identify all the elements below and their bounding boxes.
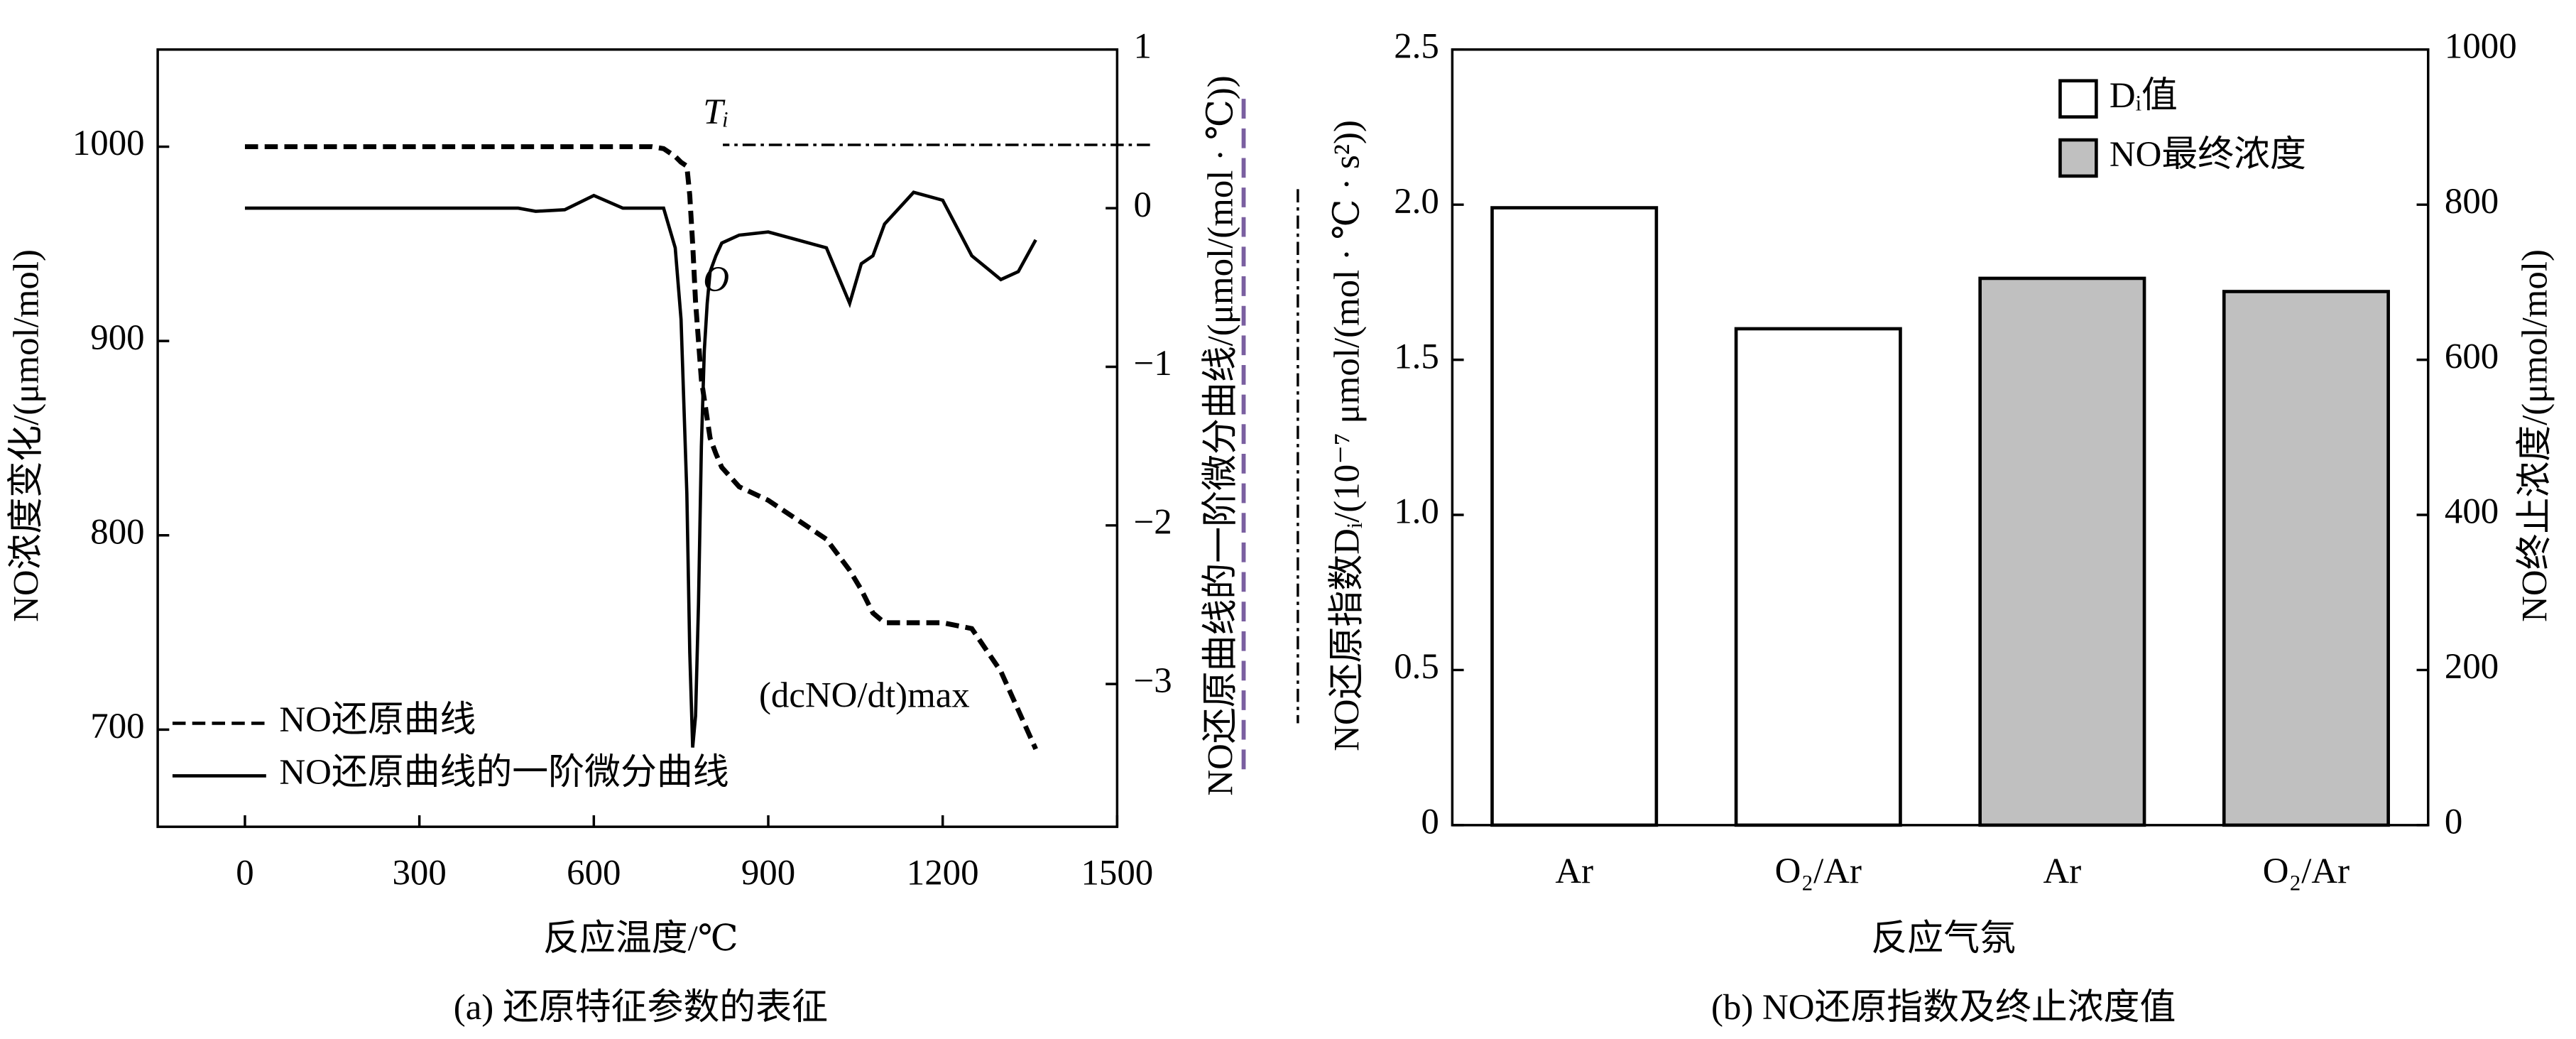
x-tick-label: 900: [741, 853, 795, 893]
y2-axis-label: NO还原曲线的一阶微分曲线/(μmol/(mol · ℃)): [1201, 75, 1240, 795]
x-tick-label: O₂/Ar: [2263, 852, 2349, 891]
legend-swatch: [2058, 138, 2098, 178]
y2-tick-label: 400: [2445, 492, 2499, 532]
y2-axis-label: NO终止浓度/(μmol/mol): [2515, 249, 2555, 622]
y2-tick-label: 0: [2445, 803, 2462, 842]
y-tick-label: 2.5: [1394, 26, 1439, 66]
y2-tick-label: 200: [2445, 647, 2499, 687]
y-axis-label: NO浓度变化/(μmol/mol): [6, 249, 46, 622]
legend-label: NO还原曲线: [279, 700, 476, 740]
legend-label: NO最终浓度: [2110, 135, 2306, 175]
x-tick-label: 300: [392, 853, 446, 893]
y2-tick-label: −2: [1134, 502, 1172, 542]
y-tick-label: 0: [1421, 803, 1439, 842]
x-tick-label: 0: [236, 853, 253, 893]
y2-tick-label: 1000: [2445, 26, 2517, 66]
legend-label: NO还原曲线的一阶微分曲线: [279, 753, 728, 793]
data-line: [244, 144, 1038, 751]
legend-swatch: [2058, 79, 2098, 119]
y2-tick-label: 0: [1134, 185, 1152, 225]
y2-tick-label: −3: [1134, 661, 1172, 701]
x-tick-label: 600: [567, 853, 621, 893]
plot-frame: [156, 48, 1119, 828]
y-tick-label: 0.5: [1394, 647, 1439, 687]
y2-tick-label: −1: [1134, 344, 1172, 383]
x-tick-label: 1500: [1081, 853, 1153, 893]
annotation: (dcNO/dt)max: [759, 675, 970, 715]
y-tick-label: 700: [90, 707, 144, 746]
plot-frame: [1451, 48, 2430, 827]
data-line: [244, 190, 1037, 748]
y2-tick-label: 800: [2445, 182, 2499, 222]
x-axis-label: 反应气氛: [1871, 919, 2016, 959]
caption: (a) 还原特征参数的表征: [454, 988, 828, 1028]
y-axis-label: NO还原指数Dᵢ/(10⁻⁷ μmol/(mol · ℃ · s²)): [1328, 120, 1368, 751]
x-axis-label: 反应温度/℃: [543, 919, 738, 959]
bar: [1978, 276, 2146, 827]
y-tick-label: 800: [90, 512, 144, 552]
y-tick-label: 900: [90, 318, 144, 358]
bar: [2222, 290, 2390, 827]
x-tick-label: 1200: [907, 853, 979, 893]
y-tick-label: 1.0: [1394, 492, 1439, 532]
y2-tick-label: 600: [2445, 337, 2499, 376]
y-tick-label: 1000: [72, 124, 145, 163]
y-tick-label: 1.5: [1394, 337, 1439, 376]
y2-tick-label: 1: [1134, 26, 1152, 66]
y-tick-label: 2.0: [1394, 182, 1439, 222]
x-tick-label: Ar: [2043, 852, 2082, 891]
legend-label: Dᵢ值: [2110, 76, 2178, 116]
caption: (b) NO还原指数及终止浓度值: [1711, 988, 2176, 1028]
annotation: Tᵢ: [703, 92, 728, 132]
bar: [1734, 327, 1902, 827]
annotation: O: [703, 260, 729, 300]
x-tick-label: O₂/Ar: [1775, 852, 1862, 891]
x-tick-label: Ar: [1555, 852, 1593, 891]
bar: [1490, 206, 1659, 827]
